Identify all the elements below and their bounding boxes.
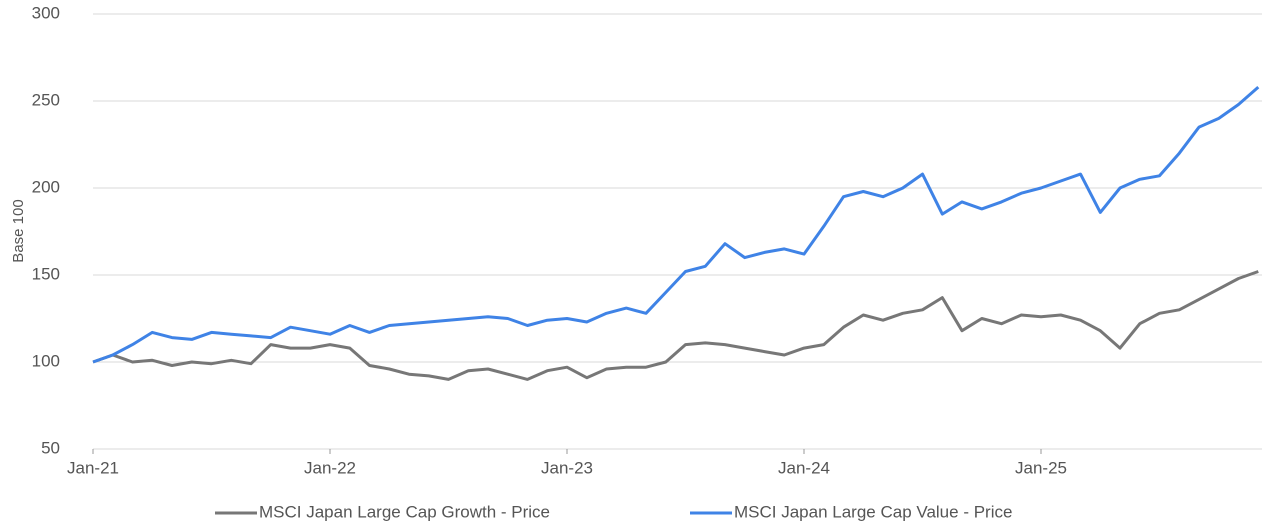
x-tick-label: Jan-23 xyxy=(541,458,593,477)
series-line xyxy=(92,270,1259,381)
y-tick-label: 300 xyxy=(32,3,60,22)
series-line xyxy=(92,85,1260,364)
x-tick-label: Jan-24 xyxy=(778,458,830,477)
x-tick-label: Jan-25 xyxy=(1015,458,1067,477)
legend-label: MSCI Japan Large Cap Growth - Price xyxy=(259,502,550,521)
x-tick-label: Jan-21 xyxy=(67,458,119,477)
y-tick-label: 250 xyxy=(32,90,60,109)
y-axis-label: Base 100 xyxy=(10,199,27,262)
y-tick-label: 200 xyxy=(32,177,60,196)
y-tick-label: 50 xyxy=(41,438,60,457)
y-tick-label: 150 xyxy=(32,264,60,283)
y-tick-label: 100 xyxy=(32,351,60,370)
x-tick-label: Jan-22 xyxy=(304,458,356,477)
legend-label: MSCI Japan Large Cap Value - Price xyxy=(734,502,1012,521)
